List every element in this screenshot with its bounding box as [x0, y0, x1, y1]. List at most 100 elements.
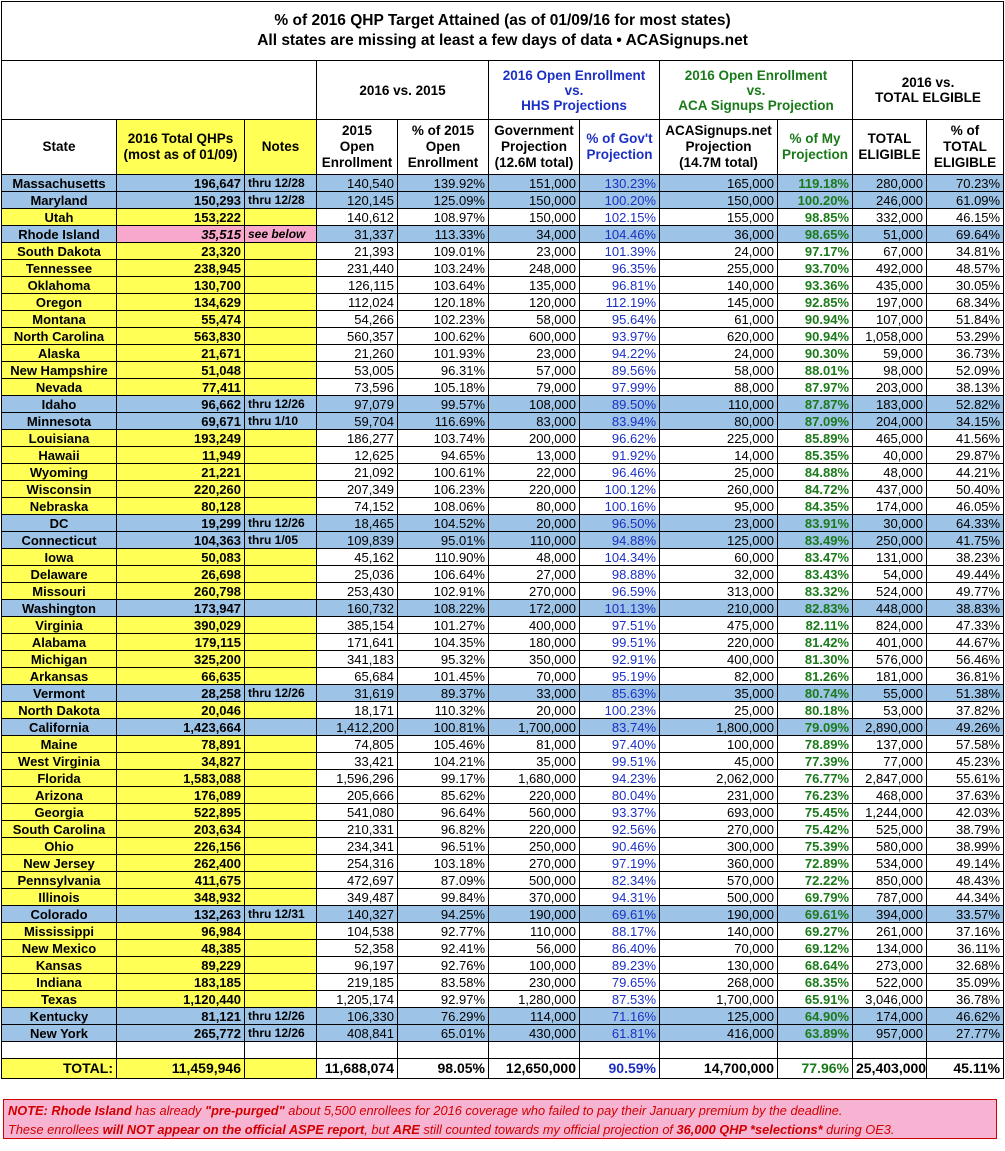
state-row: Virginia 390,029 385,154 101.27% 400,000 97.5…: [1, 616, 1005, 634]
cell: 27.77%: [925, 1024, 1005, 1042]
cell: 34.15%: [925, 412, 1005, 430]
cell: 238,945: [116, 259, 245, 277]
cell: 193,249: [116, 429, 245, 447]
cell: 95.01%: [397, 531, 489, 549]
cell: 171,641: [316, 633, 398, 651]
state-row: Nevada 77,411 73,596 105.18% 79,000 97.99% 88,…: [1, 378, 1005, 396]
cell: 106.23%: [397, 480, 489, 498]
cell: 81.26%: [777, 667, 853, 685]
cell: 78,891: [116, 735, 245, 753]
cell: 90.94%: [777, 310, 853, 328]
cell: 131,000: [852, 548, 927, 566]
cell: 45.23%: [925, 752, 1005, 770]
cell: 174,000: [852, 1007, 927, 1025]
cell: 21,092: [316, 463, 398, 481]
cell: 230,000: [488, 973, 580, 991]
cell: [244, 480, 317, 498]
cell: 104,538: [316, 922, 398, 940]
cell: 119.18%: [777, 174, 853, 192]
cell: North Carolina: [1, 327, 117, 345]
cell: 94.88%: [579, 531, 660, 549]
cell: Nevada: [1, 378, 117, 396]
state-row: Alaska 21,671 21,260 101.93% 23,000 94.22% 24,…: [1, 344, 1005, 362]
cell: 83.47%: [777, 548, 853, 566]
cell: 36.11%: [925, 939, 1005, 957]
title-line: % of 2016 QHP Target Attained (as of 01/…: [274, 12, 731, 29]
cell: 80.18%: [777, 701, 853, 719]
cell: 1,680,000: [488, 769, 580, 787]
cell: 65.91%: [777, 990, 853, 1008]
cell: Maryland: [1, 191, 117, 209]
cell: 130,000: [659, 956, 778, 974]
cell: 83.94%: [579, 412, 660, 430]
cell: 33.57%: [925, 905, 1005, 923]
cell: 83.49%: [777, 531, 853, 549]
cell: 69.61%: [579, 905, 660, 923]
cell: [244, 582, 317, 600]
cell: 104.35%: [397, 633, 489, 651]
cell: 81,121: [116, 1007, 245, 1025]
blank-cell: [925, 1041, 1005, 1059]
cell: 385,154: [316, 616, 398, 634]
state-row: Idaho 96,662 thru 12/26 97,079 99.57% 108,000…: [1, 395, 1005, 413]
cell: 90.46%: [579, 837, 660, 855]
cell: 1,700,000: [659, 990, 778, 1008]
state-row: Vermont 28,258 thru 12/26 31,619 89.37% 33,00…: [1, 684, 1005, 702]
cell: 61.81%: [579, 1024, 660, 1042]
cell: 126,115: [316, 276, 398, 294]
cell: 41.75%: [925, 531, 1005, 549]
cell: 97.17%: [777, 242, 853, 260]
cell: 104.21%: [397, 752, 489, 770]
column-header: 2016 Total QHPs (most as of 01/09): [116, 119, 245, 175]
cell: 92.85%: [777, 293, 853, 311]
blank-row: [1, 1041, 1005, 1059]
cell: 390,029: [116, 616, 245, 634]
cell: [244, 922, 317, 940]
cell: 84.88%: [777, 463, 853, 481]
cell: 97.99%: [579, 378, 660, 396]
total-cell: 45.11%: [925, 1058, 1005, 1079]
cell: 101.93%: [397, 344, 489, 362]
cell: 101.13%: [579, 599, 660, 617]
cell: 102.23%: [397, 310, 489, 328]
cell: 87.87%: [777, 395, 853, 413]
cell: 26,698: [116, 565, 245, 583]
cell: 140,540: [316, 174, 398, 192]
state-row: Hawaii 11,949 12,625 94.65% 13,000 91.92% 14,0…: [1, 446, 1005, 464]
cell: 183,185: [116, 973, 245, 991]
cell: 145,000: [659, 293, 778, 311]
state-row: California 1,423,664 1,412,200 100.81% 1,700…: [1, 718, 1005, 736]
cell: 92.91%: [579, 650, 660, 668]
cell: 105.18%: [397, 378, 489, 396]
total-row: TOTAL: 11,459,946 11,688,074 98.05% 12,650,0…: [1, 1058, 1005, 1079]
cell: 52,358: [316, 939, 398, 957]
cell: 49.44%: [925, 565, 1005, 583]
total-cell: 98.05%: [397, 1058, 489, 1079]
cell: 150,000: [488, 208, 580, 226]
column-header: 2015 Open Enrollment: [316, 119, 398, 175]
cell: [244, 259, 317, 277]
cell: 87.09%: [777, 412, 853, 430]
cell: 1,205,174: [316, 990, 398, 1008]
cell: 95.19%: [579, 667, 660, 685]
total-cell: 11,688,074: [316, 1058, 398, 1079]
cell: 125.09%: [397, 191, 489, 209]
cell: Oregon: [1, 293, 117, 311]
column-header: % of My Projection: [777, 119, 853, 175]
cell: Pennsylvania: [1, 871, 117, 889]
cell: 88.01%: [777, 361, 853, 379]
cell: 1,700,000: [488, 718, 580, 736]
cell: 468,000: [852, 786, 927, 804]
cell: 100,000: [659, 735, 778, 753]
cell: [244, 701, 317, 719]
cell: 77.39%: [777, 752, 853, 770]
cell: [244, 888, 317, 906]
cell: 125,000: [659, 531, 778, 549]
note-text: 36,000 QHP *selections*: [676, 1122, 823, 1137]
cell: 67,000: [852, 242, 927, 260]
cell: 99.57%: [397, 395, 489, 413]
state-row: North Carolina 563,830 560,357 100.62% 600,0…: [1, 327, 1005, 345]
cell: 96,197: [316, 956, 398, 974]
cell: California: [1, 718, 117, 736]
cell: 400,000: [659, 650, 778, 668]
